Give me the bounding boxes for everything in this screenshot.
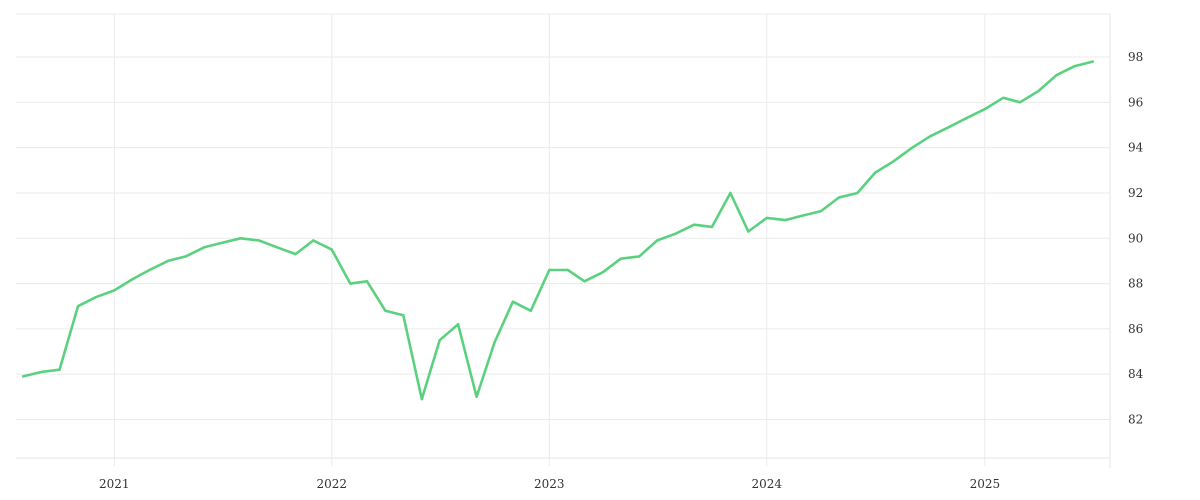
series-line [21,60,1094,401]
y-tick-label: 90 [1128,231,1143,245]
data-point [275,246,279,249]
data-point [257,239,261,242]
data-point [1037,89,1040,93]
data-point [456,323,460,326]
data-point [784,218,787,222]
data-point [493,341,496,344]
grid-layer [16,13,1110,466]
data-point [911,146,914,149]
data-point [874,171,877,174]
tick-label-layer: 82 84 86 88 90 92 94 96 98 2021 2022 2023 2024 2025 [99,50,1144,491]
x-tick-label: 2021 [99,477,130,491]
data-point [892,160,895,163]
y-tick-label: 96 [1128,95,1143,109]
data-point [58,368,61,371]
y-tick-label: 98 [1128,50,1143,64]
data-point [1091,60,1094,63]
y-tick-label: 82 [1128,412,1143,426]
data-point [529,309,532,312]
data-point [76,305,80,308]
x-tick-label: 2025 [970,477,1001,491]
data-point [1073,64,1077,68]
data-point [438,339,441,342]
data-point [1002,96,1005,100]
data-point [349,282,352,285]
data-point [583,280,586,283]
data-point [638,255,641,258]
data-point [22,375,25,378]
x-tick-label: 2022 [317,477,348,491]
data-point [856,191,859,195]
data-point [983,107,987,111]
data-point [1055,74,1058,77]
data-point [166,259,170,263]
x-tick-label: 2024 [752,477,783,491]
x-tick-label: 2023 [534,477,565,491]
y-tick-label: 92 [1128,186,1143,200]
data-point [765,216,768,220]
data-point [601,271,605,274]
data-point [655,239,659,242]
data-point [801,214,804,217]
data-point [148,268,151,272]
data-point [113,289,116,292]
y-tick-label: 84 [1128,367,1144,381]
data-point [312,239,315,242]
data-point [184,255,187,258]
data-point [1018,101,1022,104]
data-point [94,296,98,299]
data-point [928,135,932,138]
data-point [221,241,224,244]
data-point [710,225,714,229]
data-point [747,230,750,233]
data-point [729,191,732,195]
data-point [692,223,696,226]
data-point [40,370,43,374]
data-point [511,300,515,303]
data-point [239,237,242,240]
data-point [548,268,551,272]
data-point [837,196,841,199]
data-point [674,232,677,235]
data-point [475,395,478,398]
data-point [131,277,134,281]
data-point [819,209,823,213]
y-tick-label: 86 [1128,322,1143,336]
y-tick-label: 88 [1128,277,1143,291]
data-point [384,309,387,312]
y-tick-label: 94 [1128,141,1144,155]
data-point [203,246,206,249]
data-point [330,248,333,251]
data-point [965,117,968,120]
data-point [402,314,405,317]
data-point [619,257,622,260]
data-point [947,126,950,129]
data-point [294,252,297,256]
data-point [566,268,569,272]
data-point [365,280,369,283]
axis-layer [16,14,1111,468]
data-point [420,397,423,401]
series-layer [21,60,1094,401]
